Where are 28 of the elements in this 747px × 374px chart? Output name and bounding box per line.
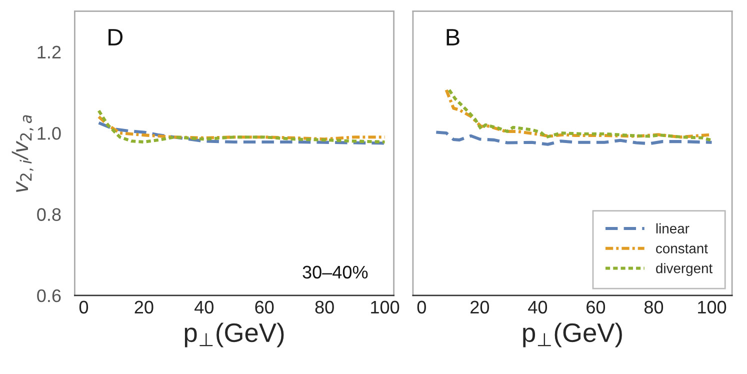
line-series [97, 115, 386, 141]
y-tick-label: 1.0 [38, 126, 61, 140]
legend-label: constant [656, 244, 708, 254]
y-axis-title: v$_{2,i}$/v$_{2,a}$ [12, 115, 34, 192]
line-series [97, 109, 386, 144]
y-tick-label: 0.6 [37, 289, 61, 302]
x-tick-label: 100 [371, 300, 400, 314]
x-tick-label: 40 [194, 300, 214, 314]
legend-label: linear [656, 223, 690, 234]
legend-label: divergent [656, 263, 713, 276]
y-tick-label: 1.2 [38, 46, 61, 58]
annotation: D [108, 29, 123, 46]
x-axis-title: p$_{⊥}$(GeV) [523, 322, 622, 348]
line-series [97, 121, 386, 145]
annotation: B [446, 29, 460, 46]
x-tick-label: 100 [698, 300, 726, 314]
x-tick-label: 0 [79, 300, 88, 314]
x-tick-label: 60 [586, 300, 606, 314]
y-tick-label: 0.8 [37, 208, 61, 221]
x-tick-label: 20 [470, 300, 490, 314]
x-tick-label: 20 [134, 300, 154, 314]
annotation: 30–40% [302, 266, 368, 279]
x-tick-label: 40 [528, 300, 548, 314]
x-tick-label: 0 [417, 300, 426, 314]
x-tick-label: 80 [315, 300, 334, 314]
x-axis-title: p$_{⊥}$(GeV) [184, 322, 284, 348]
x-tick-label: 80 [644, 300, 664, 314]
x-tick-label: 60 [255, 300, 274, 314]
